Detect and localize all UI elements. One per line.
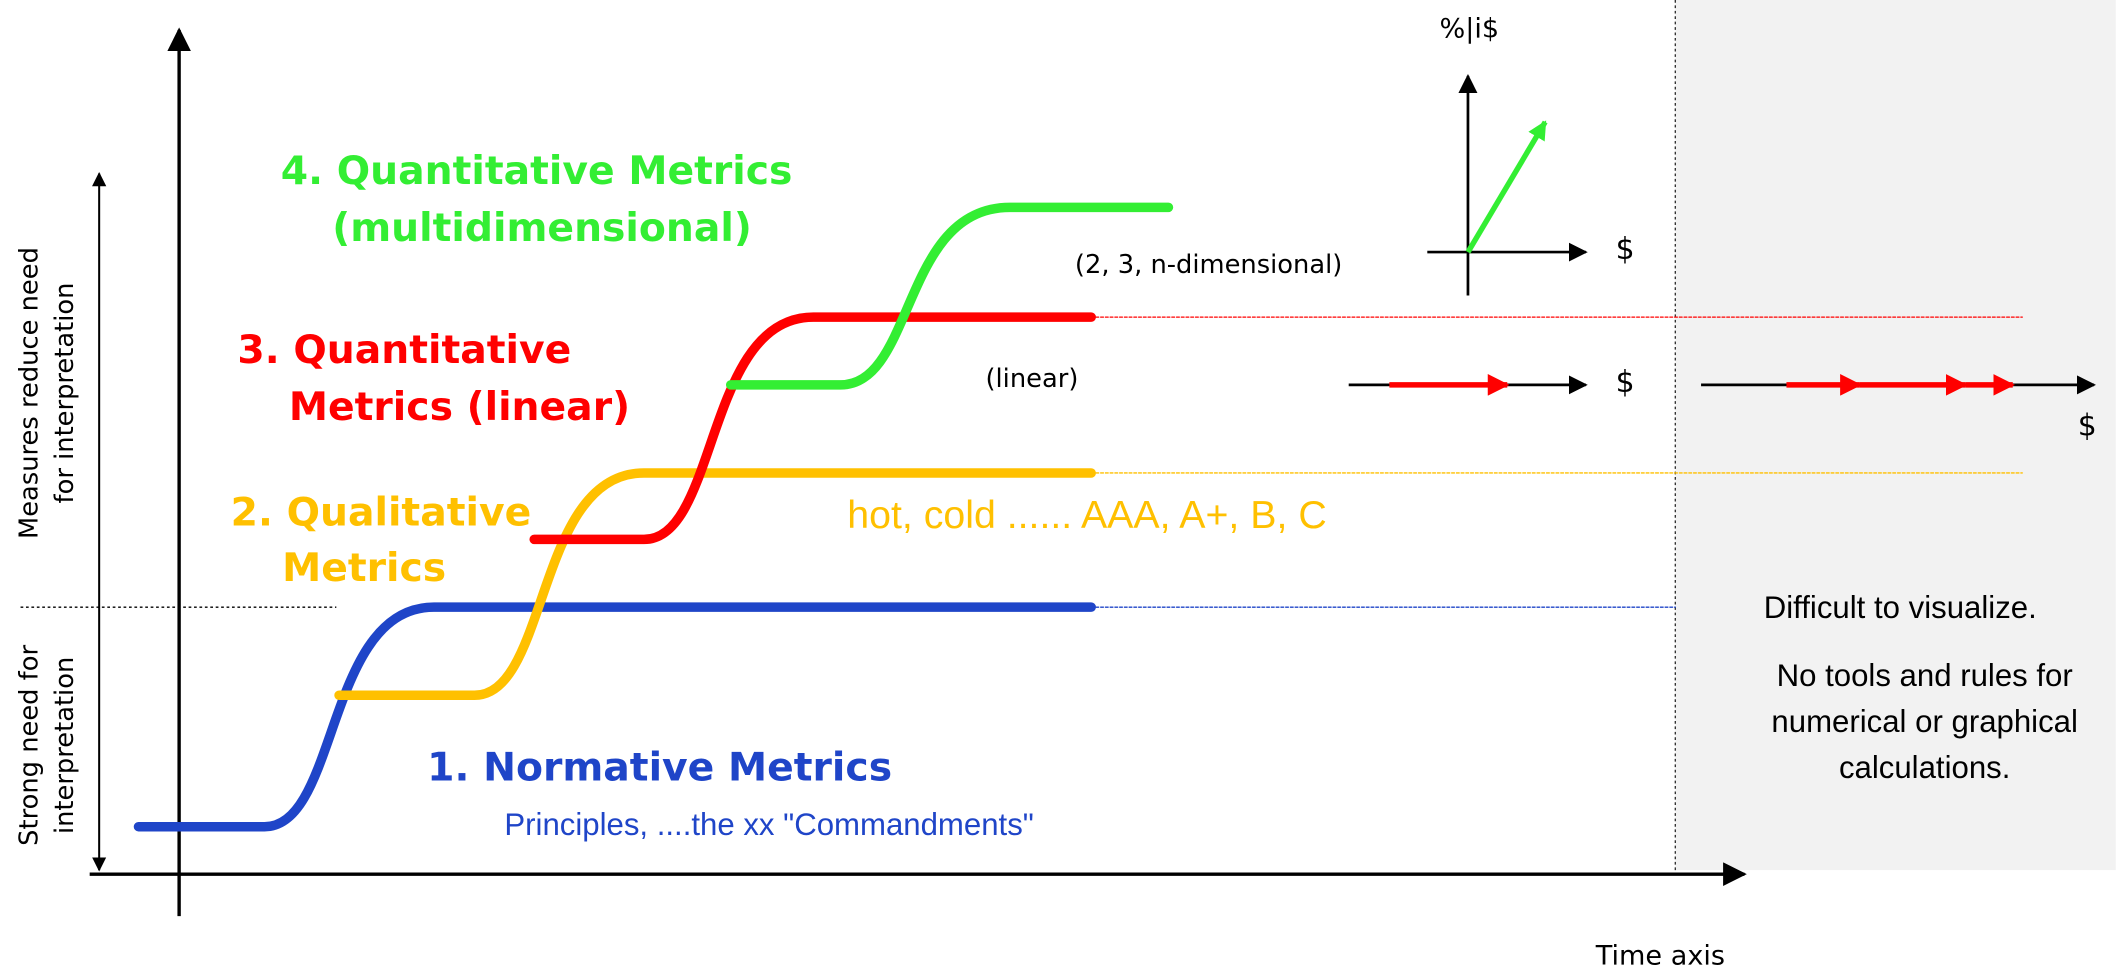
curve-linear: [529, 312, 1096, 545]
titles: 4. Quantitative Metrics (multidimensiona…: [231, 149, 892, 790]
level-title: 4. Quantitative Metrics: [281, 149, 793, 194]
panel-heading: Difficult to visualize.: [1764, 590, 2037, 625]
mini-vector: [1465, 120, 1548, 254]
mini-label: $: [1616, 232, 1635, 267]
level-title: Metrics: [282, 546, 446, 591]
panel-line: numerical or graphical: [1771, 704, 2078, 739]
y-label: for interpretation: [50, 283, 80, 504]
y-labels: Measures reduce need for interpretation …: [15, 247, 80, 846]
level-title: 3. Quantitative: [237, 328, 571, 373]
curve-normative: [133, 602, 1096, 832]
subtitle: Principles, ....the xx "Commandments": [504, 807, 1033, 842]
curve-qualitative: [334, 468, 1096, 700]
level-title: Metrics (linear): [289, 385, 630, 430]
note: (linear): [985, 364, 1078, 394]
level-title: (multidimensional): [332, 206, 752, 251]
mini-label: $: [1616, 365, 1635, 400]
panel-line: calculations.: [1839, 750, 2010, 785]
curves: [133, 202, 2023, 832]
mini-label: %|i$: [1440, 13, 1500, 44]
mini-label: $: [2078, 408, 2097, 443]
panel-text: Difficult to visualize. No tools and rul…: [1764, 590, 2078, 785]
y-label: interpretation: [50, 657, 80, 834]
panel: [1675, 0, 2116, 871]
note: (2, 3, n-dimensional): [1075, 250, 1342, 280]
panel-line: No tools and rules for: [1777, 658, 2073, 693]
curve-multi: [725, 202, 1174, 390]
level-title: 1. Normative Metrics: [427, 745, 892, 790]
level-title: 2. Qualitative: [231, 490, 532, 535]
y-label: Strong need for: [15, 645, 45, 846]
examples: hot, cold ...... AAA, A+, B, C: [847, 493, 1326, 537]
x-label: Time axis: [1595, 940, 1725, 969]
y-label: Measures reduce need: [15, 247, 45, 539]
